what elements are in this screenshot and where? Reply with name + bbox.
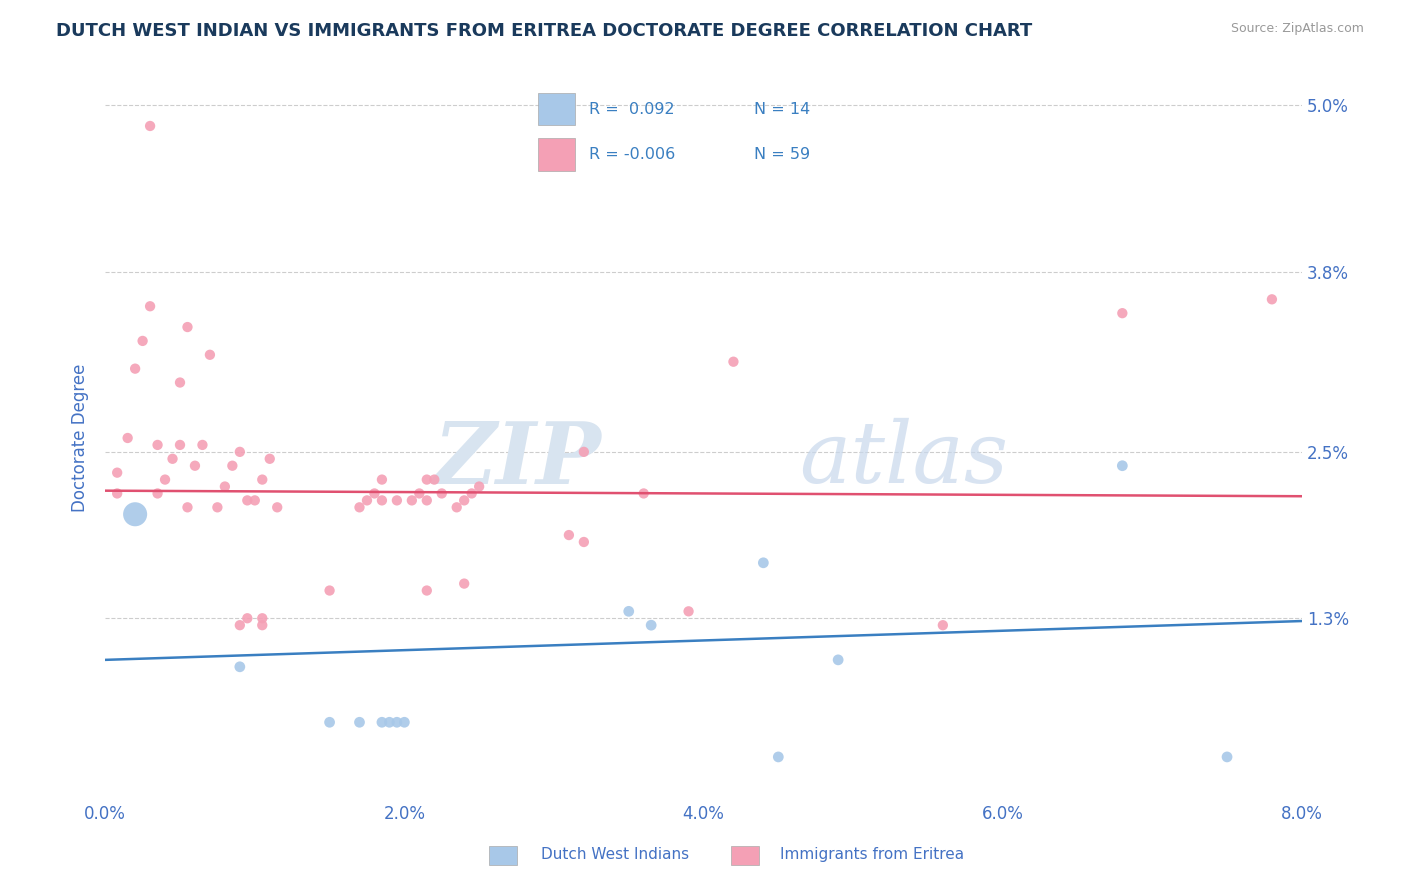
Point xyxy=(723,355,745,369)
Point xyxy=(266,500,288,515)
Point xyxy=(176,500,198,515)
Point xyxy=(252,611,274,625)
Point xyxy=(416,583,439,598)
Point xyxy=(572,445,595,459)
Point xyxy=(124,361,146,376)
Text: ZIP: ZIP xyxy=(434,417,602,501)
Point xyxy=(229,660,252,674)
Text: atlas: atlas xyxy=(799,418,1008,501)
Text: Dutch West Indians: Dutch West Indians xyxy=(541,847,689,862)
Point xyxy=(162,451,184,466)
Point xyxy=(169,376,191,390)
Point xyxy=(752,556,775,570)
Point xyxy=(371,493,394,508)
Point xyxy=(416,473,439,487)
Point xyxy=(394,715,416,730)
Point xyxy=(221,458,243,473)
Point xyxy=(423,473,446,487)
Point xyxy=(932,618,955,632)
Point xyxy=(214,479,236,493)
Point xyxy=(184,458,207,473)
Text: R = -0.006: R = -0.006 xyxy=(589,146,676,161)
Point xyxy=(252,473,274,487)
Y-axis label: Doctorate Degree: Doctorate Degree xyxy=(72,364,89,512)
Point xyxy=(572,535,595,549)
Point xyxy=(617,604,640,618)
Point xyxy=(363,486,385,500)
Point xyxy=(1111,458,1133,473)
Point xyxy=(139,299,162,313)
Point xyxy=(768,750,790,764)
Point xyxy=(678,604,700,618)
Point xyxy=(198,348,221,362)
Point xyxy=(1216,750,1239,764)
Point xyxy=(385,715,408,730)
Point xyxy=(430,486,453,500)
Point xyxy=(453,493,475,508)
Point xyxy=(371,715,394,730)
FancyBboxPatch shape xyxy=(538,137,575,170)
Point xyxy=(236,611,259,625)
Point xyxy=(169,438,191,452)
Point xyxy=(385,493,408,508)
Point xyxy=(117,431,139,445)
Point xyxy=(633,486,655,500)
Point xyxy=(318,715,340,730)
Point xyxy=(176,320,198,334)
Point xyxy=(243,493,266,508)
Text: DUTCH WEST INDIAN VS IMMIGRANTS FROM ERITREA DOCTORATE DEGREE CORRELATION CHART: DUTCH WEST INDIAN VS IMMIGRANTS FROM ERI… xyxy=(56,22,1032,40)
Point xyxy=(408,486,430,500)
Text: N = 59: N = 59 xyxy=(754,146,810,161)
Point xyxy=(131,334,153,348)
Point xyxy=(371,473,394,487)
Point xyxy=(640,618,662,632)
FancyBboxPatch shape xyxy=(538,93,575,126)
Point xyxy=(446,500,468,515)
Text: Immigrants from Eritrea: Immigrants from Eritrea xyxy=(780,847,965,862)
Point xyxy=(349,715,371,730)
Point xyxy=(827,653,849,667)
Point xyxy=(460,486,482,500)
Point xyxy=(139,119,162,133)
Point xyxy=(318,583,340,598)
Text: N = 14: N = 14 xyxy=(754,102,810,117)
Point xyxy=(1111,306,1133,320)
Point xyxy=(259,451,281,466)
Point xyxy=(558,528,581,542)
Point xyxy=(252,618,274,632)
Text: Source: ZipAtlas.com: Source: ZipAtlas.com xyxy=(1230,22,1364,36)
Point xyxy=(229,618,252,632)
Text: R =  0.092: R = 0.092 xyxy=(589,102,675,117)
Point xyxy=(146,486,169,500)
Point xyxy=(207,500,229,515)
Point xyxy=(1261,293,1284,307)
Point xyxy=(191,438,214,452)
Point xyxy=(401,493,423,508)
Point xyxy=(236,493,259,508)
Point xyxy=(105,466,128,480)
Point xyxy=(153,473,176,487)
Point xyxy=(378,715,401,730)
Point xyxy=(356,493,378,508)
Point xyxy=(146,438,169,452)
Point xyxy=(105,486,128,500)
Point xyxy=(416,493,439,508)
Point xyxy=(349,500,371,515)
Point xyxy=(124,508,146,522)
Point xyxy=(453,576,475,591)
Point xyxy=(229,445,252,459)
Point xyxy=(468,479,491,493)
